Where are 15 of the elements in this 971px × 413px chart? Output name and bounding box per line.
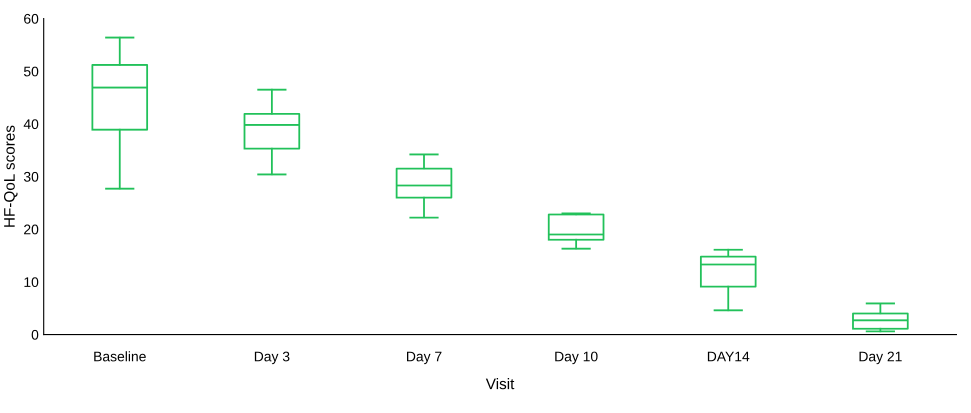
y-tick-label: 60 bbox=[24, 14, 38, 24]
x-axis-title: Visit bbox=[486, 378, 514, 390]
y-tick-label: 30 bbox=[24, 172, 38, 182]
x-tick-label: DAY14 bbox=[708, 352, 750, 362]
x-tick-label: Day 3 bbox=[254, 352, 290, 364]
y-tick-label: 10 bbox=[24, 277, 38, 288]
x-tick-label: Day 10 bbox=[555, 352, 598, 364]
y-tick-label: 40 bbox=[24, 119, 38, 130]
x-tick-label: Baseline bbox=[94, 351, 146, 362]
x-tick-label: Day 21 bbox=[860, 352, 902, 364]
y-tick-label: 50 bbox=[24, 66, 38, 76]
y-tick-label: 20 bbox=[24, 224, 38, 234]
y-axis-title: HF-QoL scores bbox=[4, 126, 18, 227]
y-tick-label: 0 bbox=[32, 330, 38, 340]
x-tick-label: Day 7 bbox=[407, 352, 442, 364]
